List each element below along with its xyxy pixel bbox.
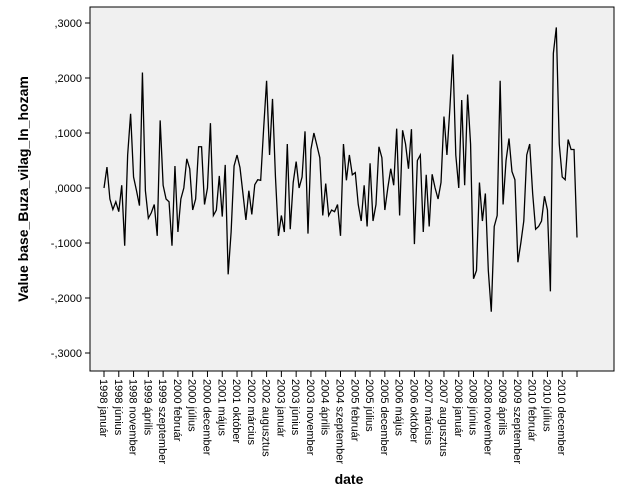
x-tick-label: 2001 október <box>230 379 242 444</box>
x-tick-label: 2010 július <box>540 379 552 432</box>
y-tick-label: ,0000 <box>54 183 82 195</box>
x-tick-label: 2005 december <box>378 379 390 456</box>
x-tick-label: 2003 január <box>274 379 286 437</box>
x-tick-label: 2004 április <box>319 379 331 436</box>
x-tick-label: 2000 július <box>186 379 198 432</box>
x-tick-label: 1998 november <box>127 379 139 456</box>
x-axis: 1998 január 1998 június 1998 november 1999 … <box>97 371 578 464</box>
x-tick-label: 2010 december <box>555 379 567 456</box>
x-tick-label: 2001 május <box>215 379 227 436</box>
x-tick-label: 2010 február <box>526 379 538 442</box>
y-axis-title: Value base_Buza_vilag_ln_hozam <box>15 76 31 302</box>
x-tick-label: 1999 április <box>141 379 153 436</box>
plot-background <box>89 6 615 372</box>
x-tick-label: 2007 augusztus <box>437 379 449 457</box>
x-tick-label: 2003 november <box>304 379 316 456</box>
x-tick-label: 1998 június <box>112 379 124 436</box>
x-tick-label: 2000 december <box>200 379 212 456</box>
x-tick-label: 2000 február <box>171 379 183 442</box>
x-tick-label: 2004 szeptember <box>334 379 346 464</box>
x-tick-label: 2003 június <box>289 379 301 436</box>
x-tick-label: 2005 február <box>348 379 360 442</box>
series-line <box>103 27 578 312</box>
x-tick-label: 2009 szeptember <box>511 379 523 464</box>
x-tick-label: 2002 augusztus <box>260 379 272 457</box>
x-tick-label: 2009 április <box>496 379 508 436</box>
y-tick-label: -,3000 <box>51 348 82 360</box>
x-tick-label: 2006 október <box>407 379 419 444</box>
x-tick-label: 2007 március <box>422 379 434 446</box>
x-tick-label: 1998 január <box>97 379 109 437</box>
x-tick-label: 2002 március <box>245 379 257 446</box>
y-axis: ,3000 ,2000 ,1000 ,0000 -,1000 -,2000 -,3000 <box>51 18 90 360</box>
y-tick-label: ,2000 <box>54 73 82 85</box>
x-tick-label: 2006 május <box>393 379 405 436</box>
y-tick-label: ,3000 <box>54 18 82 30</box>
x-tick-label: 2008 június <box>467 379 479 436</box>
x-tick-label: 2008 január <box>452 379 464 437</box>
x-axis-title: date <box>335 471 364 487</box>
x-tick-label: 1999 szeptember <box>156 379 168 464</box>
y-tick-label: -,1000 <box>51 238 82 250</box>
x-tick-label: 2005 július <box>363 379 375 432</box>
x-tick-label: 2008 november <box>481 379 493 456</box>
y-tick-label: -,2000 <box>51 293 82 305</box>
y-tick-label: ,1000 <box>54 128 82 140</box>
